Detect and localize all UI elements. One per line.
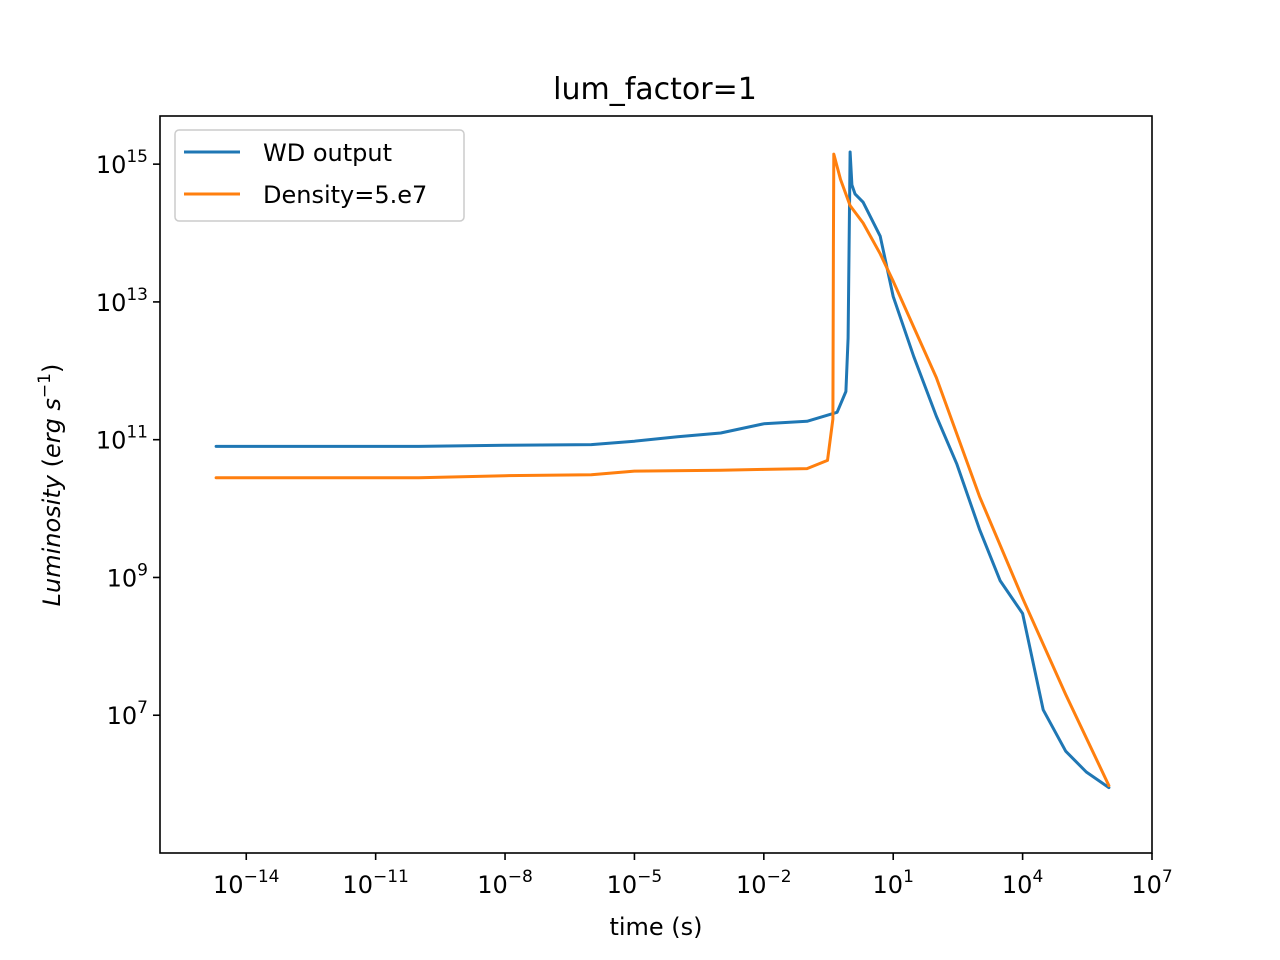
x-tick-label: 10−2 — [736, 867, 792, 899]
y-tick-label: 1011 — [96, 423, 148, 455]
x-tick-label: 104 — [1002, 867, 1043, 899]
y-tick-label: 109 — [107, 560, 148, 592]
x-tick-label: 101 — [873, 867, 914, 899]
x-axis-ticks: 10−14 10−11 10−8 10−5 10−2 101 104 107 — [213, 853, 1173, 899]
series-line-1 — [214, 150, 1111, 790]
chart-title: lum_factor=1 — [553, 72, 757, 107]
x-tick-label: 10−8 — [477, 867, 533, 899]
x-tick-label: 10−5 — [607, 867, 663, 899]
y-tick-label: 1013 — [96, 285, 148, 317]
x-tick-label: 107 — [1131, 867, 1172, 899]
x-tick-label: 10−11 — [342, 867, 408, 899]
y-tick-label: 1015 — [96, 147, 148, 179]
legend-label-2: Density=5.e7 — [263, 181, 427, 209]
series-line-2 — [214, 152, 1111, 788]
plot-frame — [159, 115, 1153, 854]
x-tick-label: 10−14 — [213, 867, 279, 899]
legend-box — [174, 129, 465, 222]
plot-lines — [214, 150, 1111, 790]
y-axis-label: Luminosity (erg s−1) — [35, 364, 66, 607]
y-axis-ticks: 107 109 1011 1013 1015 — [96, 147, 160, 730]
legend-label-1: WD output — [263, 139, 392, 167]
y-tick-label: 107 — [107, 698, 148, 730]
x-axis-label: time (s) — [609, 913, 702, 941]
legend: WD output Density=5.e7 — [174, 129, 465, 222]
